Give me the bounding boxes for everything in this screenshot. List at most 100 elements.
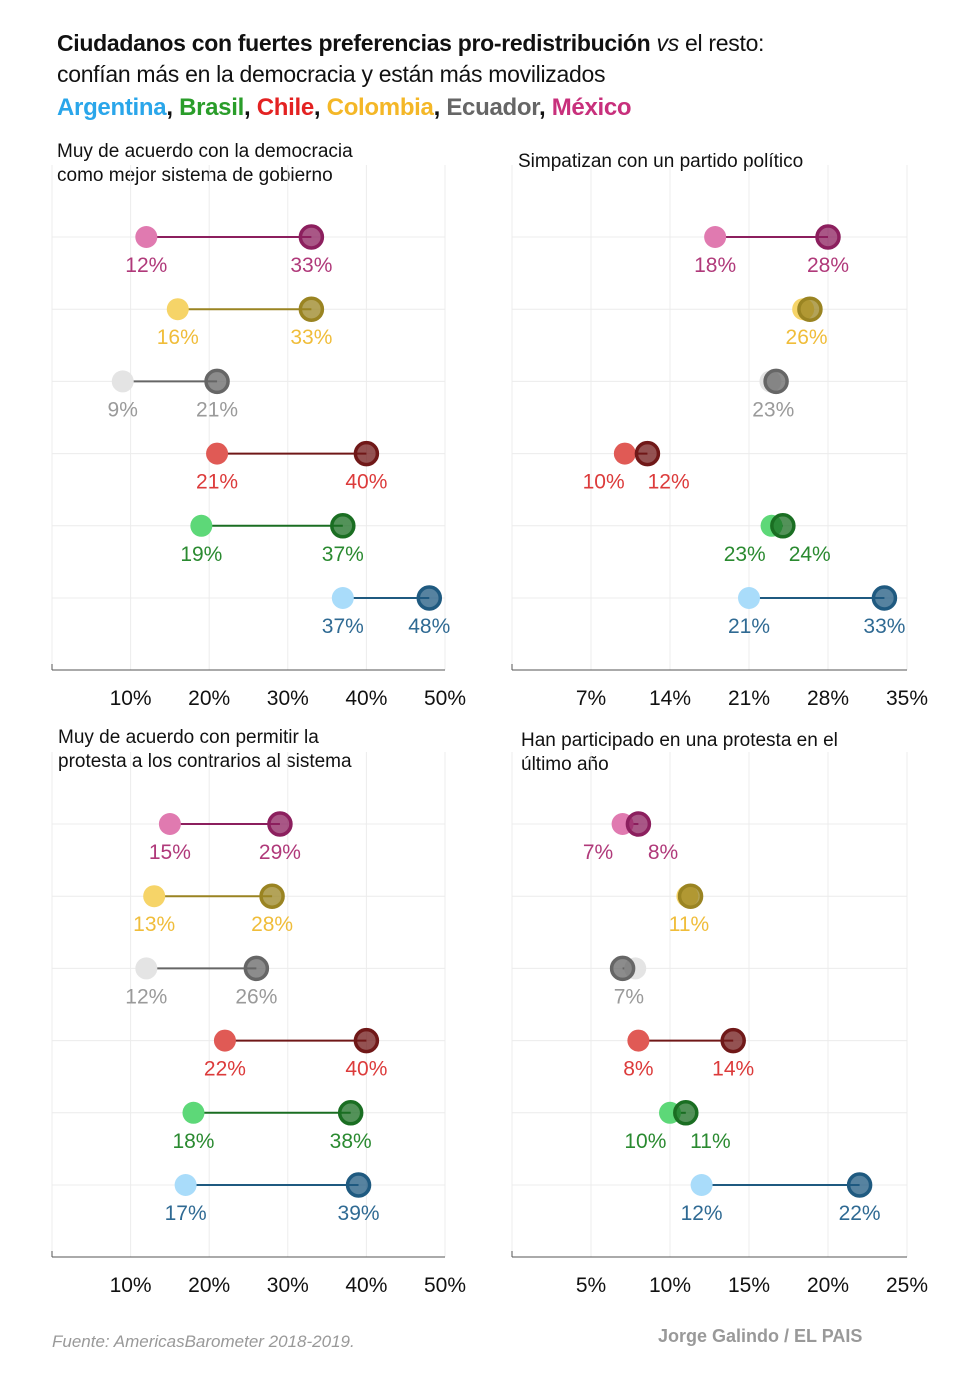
- value-label: 10%: [624, 1130, 666, 1153]
- tick-label: 30%: [267, 687, 309, 710]
- source-note: Fuente: AmericasBarometer 2018-2019.: [52, 1332, 355, 1351]
- panel-title-protesta-participar: Han participado en una protesta en el úl…: [521, 730, 838, 775]
- dot-resto-Colombia: [166, 298, 189, 321]
- value-label: 39%: [338, 1202, 380, 1225]
- legend-country: Colombia: [326, 94, 434, 121]
- tick-label: 35%: [886, 687, 928, 710]
- value-label: 22%: [204, 1058, 246, 1081]
- value-label: 12%: [125, 985, 167, 1008]
- tick-label: 40%: [345, 1274, 387, 1297]
- dot-resto-Chile: [213, 1029, 236, 1052]
- panel-title-democracia: Muy de acuerdo con la democracia como me…: [57, 141, 353, 186]
- chart-title-line2: confían más en la democracia y están más…: [57, 61, 606, 87]
- dot-fuertes-Argentina: [416, 585, 443, 611]
- dot-resto-Brasil: [190, 514, 213, 537]
- legend-country: Ecuador: [446, 94, 539, 121]
- dot-fuertes-Ecuador: [243, 955, 270, 982]
- value-label: 18%: [694, 254, 736, 277]
- value-label: 12%: [125, 254, 167, 277]
- legend-separator: ,: [243, 94, 257, 121]
- legend-separator: ,: [166, 94, 180, 121]
- legend-country: Brasil: [179, 94, 244, 121]
- value-label: 38%: [330, 1130, 372, 1153]
- dot-fuertes-México: [815, 224, 841, 250]
- value-label: 15%: [149, 841, 191, 864]
- dot-fuertes-Chile: [353, 440, 380, 467]
- value-label: 21%: [196, 471, 238, 494]
- title-bold: Ciudadanos con fuertes preferencias pro-…: [57, 30, 651, 56]
- value-label: 24%: [789, 543, 831, 566]
- dot-resto-Colombia: [143, 885, 166, 908]
- dot-resto-Brasil: [182, 1101, 205, 1124]
- value-label: 8%: [623, 1058, 653, 1081]
- tick-label: 7%: [576, 687, 606, 710]
- dot-fuertes-México: [298, 224, 325, 250]
- value-label: 40%: [345, 471, 387, 494]
- dot-fuertes-México: [625, 811, 652, 837]
- value-label: 14%: [712, 1058, 754, 1081]
- dot-resto-Chile: [206, 442, 229, 465]
- dot-fuertes-Colombia: [298, 296, 325, 322]
- tick-label: 10%: [110, 687, 152, 710]
- tick-label: 30%: [267, 1274, 309, 1297]
- legend-separator: ,: [538, 94, 552, 121]
- dot-fuertes-Chile: [353, 1027, 380, 1054]
- dot-fuertes-Chile: [634, 440, 661, 467]
- tick-label: 10%: [110, 1274, 152, 1297]
- panel-2: 10% 20% 30% 40% 50% 15% 29% 13% 28% 12% 26% 22% 40% 1…: [51, 752, 466, 1297]
- dot-fuertes-Chile: [720, 1027, 746, 1054]
- dot-resto-Ecuador: [111, 370, 134, 393]
- dot-fuertes-Argentina: [846, 1172, 873, 1198]
- legend-country: Chile: [256, 94, 314, 121]
- dot-fuertes-Brasil: [337, 1100, 364, 1126]
- dot-resto-México: [704, 226, 727, 248]
- dot-fuertes-Brasil: [330, 513, 356, 539]
- value-label: 7%: [614, 985, 644, 1008]
- tick-label: 50%: [424, 687, 466, 710]
- author-credit: Jorge Galindo / EL PAIS: [658, 1326, 863, 1346]
- value-label: 23%: [752, 398, 794, 421]
- tick-label: 25%: [886, 1274, 928, 1297]
- value-label: 23%: [724, 543, 766, 566]
- panel-title-protesta-permitir: Muy de acuerdo con permitir la protesta …: [58, 727, 352, 772]
- dot-fuertes-México: [267, 811, 293, 837]
- dot-resto-Argentina: [738, 587, 760, 609]
- value-label: 37%: [322, 615, 364, 638]
- value-label: 13%: [133, 913, 175, 936]
- dot-resto-Ecuador: [135, 957, 158, 980]
- value-label: 26%: [786, 326, 828, 349]
- value-label: 37%: [322, 543, 364, 566]
- dot-fuertes-Ecuador: [763, 368, 789, 395]
- value-label: 11%: [690, 1130, 730, 1153]
- dot-resto-Argentina: [331, 587, 354, 609]
- dot-fuertes-Ecuador: [204, 368, 230, 395]
- panel-1: 7% 14% 21% 28% 35% 18% 28% 26% 23% 10% 12% 23% 24% 21…: [511, 165, 928, 710]
- value-label: 33%: [290, 326, 332, 349]
- value-label: 28%: [807, 254, 849, 277]
- value-label: 40%: [345, 1058, 387, 1081]
- value-label: 33%: [863, 615, 905, 638]
- dot-resto-Argentina: [690, 1174, 713, 1196]
- value-label: 19%: [180, 543, 222, 566]
- tick-label: 21%: [728, 687, 770, 710]
- tick-label: 50%: [424, 1274, 466, 1297]
- value-label: 18%: [172, 1130, 214, 1153]
- chart-title-line1: Ciudadanos con fuertes preferencias pro-…: [57, 30, 764, 57]
- dot-resto-Chile: [613, 442, 636, 465]
- value-label: 48%: [408, 615, 450, 638]
- value-label: 12%: [648, 471, 690, 494]
- panel-3: 5% 10% 15% 20% 25% 7% 8% 11% 7% 8% 14% 10% 11% 12% 22%: [511, 752, 928, 1297]
- dot-fuertes-Ecuador: [609, 955, 636, 982]
- dot-resto-Argentina: [174, 1174, 197, 1196]
- legend-country: Argentina: [57, 94, 167, 121]
- value-label: 21%: [728, 615, 770, 638]
- dot-fuertes-Colombia: [797, 296, 823, 322]
- title-italic: vs: [656, 30, 680, 56]
- legend-separator: ,: [313, 94, 327, 121]
- dot-fuertes-Colombia: [677, 883, 704, 909]
- tick-label: 5%: [576, 1274, 606, 1297]
- value-label: 7%: [583, 841, 613, 864]
- tick-label: 20%: [807, 1274, 849, 1297]
- value-label: 17%: [165, 1202, 207, 1225]
